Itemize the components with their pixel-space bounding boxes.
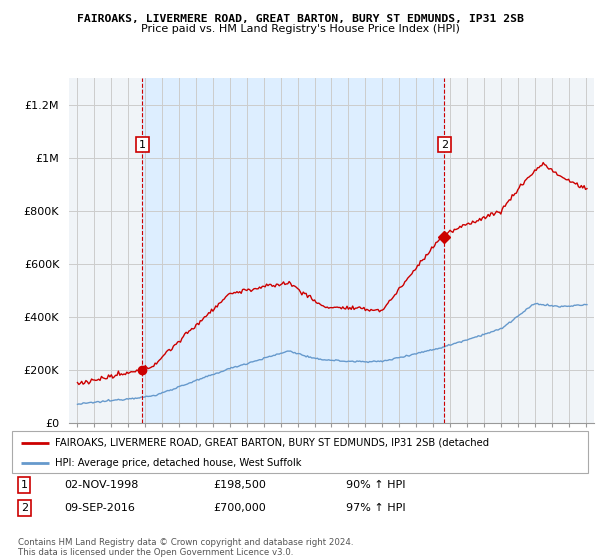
Text: 09-SEP-2016: 09-SEP-2016 xyxy=(64,503,135,513)
Text: FAIROAKS, LIVERMERE ROAD, GREAT BARTON, BURY ST EDMUNDS, IP31 2SB: FAIROAKS, LIVERMERE ROAD, GREAT BARTON, … xyxy=(77,14,523,24)
Text: 2: 2 xyxy=(20,503,28,513)
Text: 02-NOV-1998: 02-NOV-1998 xyxy=(64,480,138,490)
Text: 97% ↑ HPI: 97% ↑ HPI xyxy=(346,503,406,513)
Text: £198,500: £198,500 xyxy=(214,480,266,490)
Text: Price paid vs. HM Land Registry's House Price Index (HPI): Price paid vs. HM Land Registry's House … xyxy=(140,24,460,34)
Bar xyxy=(142,78,445,423)
Text: FAIROAKS, LIVERMERE ROAD, GREAT BARTON, BURY ST EDMUNDS, IP31 2SB (detached: FAIROAKS, LIVERMERE ROAD, GREAT BARTON, … xyxy=(55,438,490,448)
Text: Contains HM Land Registry data © Crown copyright and database right 2024.
This d: Contains HM Land Registry data © Crown c… xyxy=(18,538,353,557)
Text: 1: 1 xyxy=(139,139,146,150)
FancyBboxPatch shape xyxy=(12,431,588,473)
Text: £700,000: £700,000 xyxy=(214,503,266,513)
Text: 2: 2 xyxy=(441,139,448,150)
Text: 90% ↑ HPI: 90% ↑ HPI xyxy=(346,480,406,490)
Text: HPI: Average price, detached house, West Suffolk: HPI: Average price, detached house, West… xyxy=(55,458,302,468)
Text: 1: 1 xyxy=(20,480,28,490)
